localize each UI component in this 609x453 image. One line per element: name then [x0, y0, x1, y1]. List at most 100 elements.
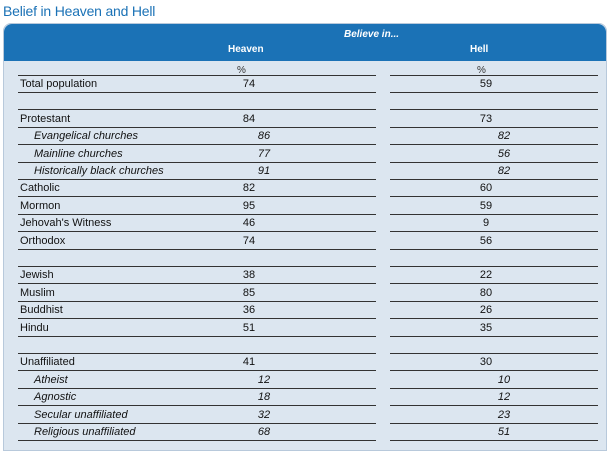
heaven-value: 91: [257, 165, 271, 177]
row-rule: [18, 422, 376, 424]
hell-value: 73: [479, 112, 493, 125]
row-label: Agnostic: [34, 391, 77, 404]
row-label: Mainline churches: [34, 147, 123, 160]
table-header: Believe in... Heaven Hell: [4, 24, 606, 61]
row-rule: [390, 283, 598, 285]
row-label: Historically black churches: [34, 165, 164, 177]
heaven-value: 12: [257, 373, 271, 386]
header-rule: [18, 59, 604, 76]
row-rule: [18, 213, 376, 215]
row-rule: [18, 92, 376, 93]
hell-value: 60: [479, 182, 493, 195]
heaven-percent-label: %: [237, 65, 246, 76]
row-rule: [18, 179, 376, 180]
table-row: Mormon 95 59: [18, 198, 604, 215]
hell-value: 26: [479, 304, 493, 317]
row-label: Evangelical churches: [34, 130, 138, 143]
heaven-value: 86: [257, 130, 271, 143]
hell-value: 59: [479, 78, 493, 90]
row-rule: [18, 196, 376, 198]
table-row: Secular unaffiliated 32 23: [18, 407, 604, 424]
heaven-value: 95: [242, 199, 256, 212]
heaven-value: 51: [242, 321, 256, 334]
table-row: Agnostic 18 12: [18, 389, 604, 407]
heaven-value: 32: [257, 408, 271, 421]
section-spacer: [18, 337, 604, 354]
table-row: Orthodox 74 56: [18, 233, 604, 250]
row-rule: [390, 335, 598, 337]
row-rule: [18, 387, 376, 389]
row-rule: [18, 283, 376, 285]
row-rule: [18, 161, 376, 163]
hell-value: 35: [479, 321, 493, 334]
row-rule: [390, 126, 598, 128]
hell-value: 22: [479, 269, 493, 282]
table-row: Muslim 85 80: [18, 285, 604, 302]
table-row: Buddhist 36 26: [18, 302, 604, 320]
row-label: Protestant: [20, 112, 71, 125]
table-row: Jewish 38 22: [18, 267, 604, 285]
hell-value: 30: [479, 356, 493, 369]
row-label: Total population: [20, 78, 98, 90]
row-label: Religious unaffiliated: [34, 426, 136, 438]
heaven-column-header: Heaven: [228, 44, 264, 55]
row-rule: [390, 161, 598, 163]
table-row: Unaffiliated 41 30: [18, 354, 604, 372]
row-rule: [18, 231, 376, 233]
table-row: Protestant 84 73: [18, 111, 604, 128]
row-rule: [390, 405, 598, 407]
heaven-value: 85: [242, 286, 256, 299]
row-rule: [390, 231, 598, 233]
row-rule: [18, 370, 376, 372]
table-row: Atheist 12 10: [18, 372, 604, 389]
row-label: Orthodox: [20, 234, 66, 247]
hell-value: 82: [497, 130, 511, 143]
hell-value: 80: [479, 286, 493, 299]
hell-value: 82: [497, 165, 511, 177]
row-rule: [390, 144, 598, 146]
table-row: Catholic 82 60: [18, 180, 604, 198]
row-label: Jewish: [20, 269, 54, 282]
row-label: Unaffiliated: [20, 356, 75, 369]
row-rule: [390, 318, 598, 320]
hell-value: 56: [497, 147, 511, 160]
row-rule: [18, 248, 376, 250]
heaven-value: 74: [242, 78, 256, 90]
row-label: Mormon: [20, 199, 61, 212]
hell-value: 59: [479, 199, 493, 212]
heaven-value: 41: [242, 356, 256, 369]
hell-value: 23: [497, 408, 511, 421]
row-label: Atheist: [34, 373, 68, 386]
row-rule: [18, 335, 376, 337]
believe-in-header: Believe in...: [344, 29, 400, 40]
row-rule: [18, 126, 376, 128]
table-row: Jehovah's Witness 46 9: [18, 215, 604, 233]
heaven-value: 84: [242, 112, 256, 125]
table-row: Religious unaffiliated 68 51: [18, 424, 604, 441]
row-rule: [390, 196, 598, 198]
row-rule: [390, 179, 598, 180]
heaven-value: 18: [257, 391, 271, 404]
row-rule: [18, 318, 376, 320]
row-rule: [390, 370, 598, 372]
section-spacer: [18, 250, 604, 267]
table-row: Evangelical churches 86 82: [18, 128, 604, 146]
row-rule: [18, 405, 376, 407]
row-rule: [390, 440, 598, 441]
hell-value: 12: [497, 391, 511, 404]
row-rule: [390, 300, 598, 302]
hell-value: 56: [479, 234, 493, 247]
row-label: Hindu: [20, 321, 49, 334]
page-title: Belief in Heaven and Hell: [3, 3, 156, 19]
heaven-value: 74: [242, 234, 256, 247]
hell-value: 9: [482, 217, 490, 230]
heaven-value: 36: [242, 304, 256, 317]
section-spacer: [18, 93, 604, 111]
row-rule: [18, 300, 376, 302]
row-label: Catholic: [20, 182, 60, 195]
row-label: Jehovah's Witness: [20, 217, 112, 230]
table-row: Historically black churches 91 82: [18, 163, 604, 180]
table-row: Total population 74 59: [18, 76, 604, 93]
row-rule: [18, 440, 376, 441]
hell-column-header: Hell: [470, 44, 489, 55]
